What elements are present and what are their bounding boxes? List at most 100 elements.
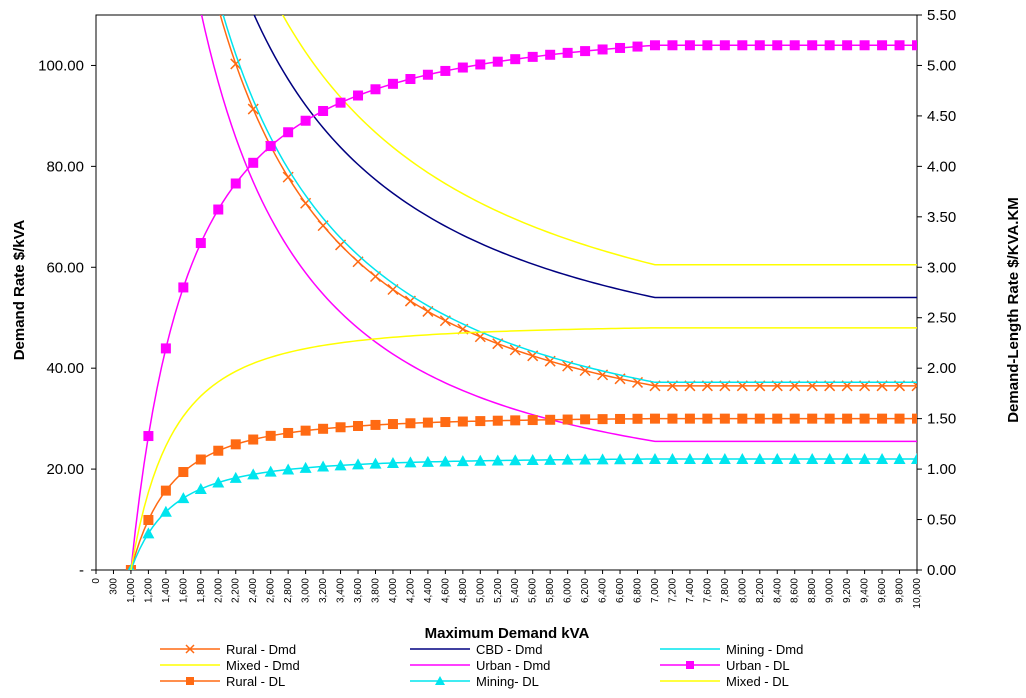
x-tick-label: 2,400 — [248, 578, 259, 603]
data-point — [667, 40, 678, 51]
data-point — [701, 453, 714, 464]
data-point — [806, 453, 819, 464]
data-point — [248, 434, 259, 445]
data-point — [579, 453, 592, 465]
legend-marker — [185, 644, 195, 654]
y-right-tick-label: 5.00 — [927, 57, 956, 74]
legend-item: Urban - Dmd — [410, 658, 550, 673]
data-point — [247, 468, 260, 480]
series-line — [130, 417, 917, 570]
data-point — [807, 40, 818, 51]
y-left-tick-label: 80.00 — [46, 158, 84, 175]
data-point — [474, 454, 487, 466]
legend-marker — [186, 677, 194, 685]
data-point — [648, 453, 661, 464]
x-tick-label: 3,200 — [318, 578, 329, 603]
data-point — [213, 445, 224, 456]
data-point — [178, 467, 189, 478]
x-axis-title: Maximum Demand kVA — [425, 625, 590, 642]
x-tick-label: 8,600 — [790, 578, 801, 603]
legend-item: Mining - Dmd — [660, 642, 803, 657]
data-point — [194, 482, 207, 494]
x-tick-label: 3,800 — [370, 578, 381, 603]
data-point — [230, 178, 241, 189]
series-line — [130, 327, 917, 570]
series-mixed-dmd — [281, 15, 917, 266]
series-line — [130, 44, 917, 570]
data-point — [737, 413, 748, 424]
series-urban-dl — [125, 40, 917, 570]
x-tick-label: 6,400 — [598, 578, 609, 603]
y-right-tick-label: 3.50 — [927, 209, 956, 226]
data-point — [160, 343, 171, 354]
x-tick-label: 8,400 — [772, 578, 783, 603]
data-point — [492, 56, 503, 67]
data-point — [247, 103, 259, 115]
data-point — [771, 453, 784, 464]
data-point — [632, 41, 643, 52]
x-tick-label: 3,400 — [336, 578, 347, 603]
legend-label: Mixed - Dmd — [226, 658, 300, 673]
data-point — [894, 40, 905, 51]
data-point — [213, 204, 224, 215]
data-point — [789, 40, 800, 51]
data-point — [753, 453, 766, 464]
data-point — [615, 42, 626, 53]
series-line — [222, 15, 917, 384]
y-axis-left-title: Demand Rate $/kVA — [11, 220, 28, 361]
data-point — [702, 40, 713, 51]
x-tick-label: 5,600 — [528, 578, 539, 603]
data-point — [353, 420, 364, 431]
data-point — [248, 157, 259, 168]
x-tick-label: 0 — [91, 578, 102, 584]
data-point — [405, 418, 416, 429]
series-line — [219, 15, 917, 387]
data-point — [510, 54, 521, 65]
x-tick-label: 1,000 — [126, 578, 137, 603]
x-tick-label: 8,000 — [737, 578, 748, 603]
data-point — [562, 414, 573, 425]
data-point — [299, 461, 312, 473]
data-point — [702, 413, 713, 424]
data-point — [580, 46, 591, 57]
data-point — [544, 453, 557, 465]
data-point — [789, 413, 800, 424]
data-point — [353, 90, 364, 101]
x-tick-label: 7,400 — [685, 578, 696, 603]
data-point — [684, 413, 695, 424]
data-point — [632, 413, 643, 424]
data-point — [684, 40, 695, 51]
data-point — [195, 454, 206, 465]
series-line — [200, 15, 917, 443]
data-point — [283, 427, 294, 438]
x-tick-label: 9,400 — [860, 578, 871, 603]
x-tick-label: 8,800 — [807, 578, 818, 603]
series-mining-dl — [127, 453, 917, 570]
data-point — [317, 460, 330, 472]
data-point — [300, 115, 311, 126]
data-point — [370, 419, 381, 430]
data-point — [859, 413, 870, 424]
data-point — [143, 431, 154, 442]
data-point — [422, 417, 433, 428]
data-point — [491, 454, 504, 466]
y-left-tick-label: 60.00 — [46, 259, 84, 276]
x-tick-label: 6,600 — [615, 578, 626, 603]
data-point — [666, 453, 679, 464]
x-tick-label: 1,200 — [143, 578, 154, 603]
y-axis-right-title: Demand-Length Rate $/KVA.KM — [1005, 197, 1022, 423]
data-point — [177, 492, 190, 504]
data-point — [509, 454, 522, 466]
data-point — [229, 471, 242, 483]
data-point — [667, 413, 678, 424]
data-point — [370, 84, 381, 95]
legend-label: Mining - Dmd — [726, 642, 803, 657]
data-point — [405, 74, 416, 85]
data-point — [824, 413, 835, 424]
data-point — [912, 413, 917, 424]
data-point — [545, 414, 556, 425]
data-point — [510, 415, 521, 426]
data-point — [858, 453, 871, 464]
x-tick-label: 9,800 — [895, 578, 906, 603]
data-point — [265, 430, 276, 441]
